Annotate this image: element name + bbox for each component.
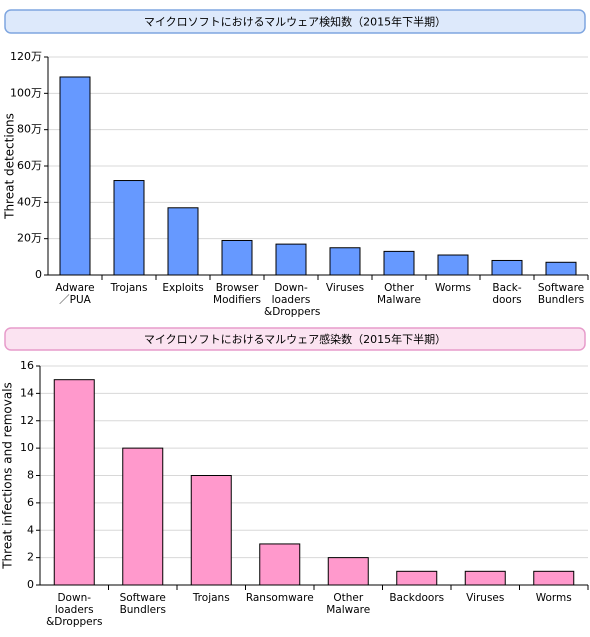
bar	[327, 557, 369, 586]
title-box	[4, 327, 586, 351]
bar	[464, 570, 506, 586]
y-tick-label: 12	[20, 414, 34, 427]
x-tick-label: Trojans	[192, 592, 230, 604]
chart-title: マイクロソフトにおけるマルウェア検知数（2015年下半期）	[144, 15, 446, 29]
bar	[190, 475, 232, 586]
bar	[122, 447, 164, 586]
bar	[259, 543, 301, 586]
bar	[437, 254, 469, 276]
y-tick-label: 6	[27, 496, 34, 509]
x-tick-label: Viruses	[466, 592, 505, 604]
bar	[167, 207, 199, 276]
y-tick-label: 16	[20, 359, 34, 372]
x-tick-label: Worms	[434, 282, 472, 294]
y-axis-label: Threat infections and removals	[1, 382, 15, 570]
bar	[113, 180, 145, 276]
x-tick-label: Worms	[535, 592, 572, 604]
y-tick-label: 4	[27, 523, 34, 536]
bar	[221, 239, 253, 276]
x-tick-label: Down- loaders &Droppers	[46, 592, 103, 628]
y-axis-label: Threat detections	[3, 113, 17, 220]
bar	[545, 261, 577, 276]
x-tick-label: Software Bundlers	[537, 282, 585, 306]
y-tick-label: 0	[35, 268, 42, 281]
bar	[533, 570, 575, 586]
y-tick-label: 40万	[17, 195, 42, 208]
x-tick-label: Exploits	[162, 282, 204, 294]
bar	[383, 250, 415, 276]
y-tick-label: 60万	[17, 159, 42, 172]
bar	[59, 76, 91, 276]
y-tick-label: 0	[27, 578, 34, 591]
x-tick-label: Back- doors	[492, 282, 522, 306]
bar	[53, 379, 95, 586]
x-tick-label: Browser Modifiers	[213, 282, 261, 306]
x-tick-label: Adware ／PUA	[55, 282, 95, 306]
x-tick-label: Viruses	[325, 282, 365, 294]
bar	[275, 243, 307, 276]
x-tick-label: Down- loaders &Droppers	[264, 282, 321, 318]
y-tick-label: 100万	[10, 86, 42, 99]
bar	[491, 259, 523, 276]
y-tick-label: 8	[27, 469, 34, 482]
y-tick-label: 14	[20, 386, 34, 399]
bar	[329, 247, 361, 276]
x-tick-label: Backdoors	[389, 592, 445, 604]
bar	[396, 570, 438, 586]
x-tick-label: Other Malware	[326, 592, 371, 616]
y-tick-label: 10	[20, 441, 34, 454]
chart-title: マイクロソフトにおけるマルウェア感染数（2015年下半期）	[144, 332, 446, 346]
x-tick-label: Other Malware	[377, 282, 421, 306]
x-tick-label: Software Bundlers	[119, 592, 166, 616]
y-tick-label: 120万	[10, 50, 42, 63]
title-box	[4, 9, 586, 34]
x-tick-label: Ransomware	[245, 592, 314, 604]
x-tick-label: Trojans	[110, 282, 148, 294]
y-tick-label: 80万	[17, 123, 42, 136]
y-tick-label: 20万	[17, 232, 42, 245]
y-tick-label: 2	[27, 551, 34, 564]
